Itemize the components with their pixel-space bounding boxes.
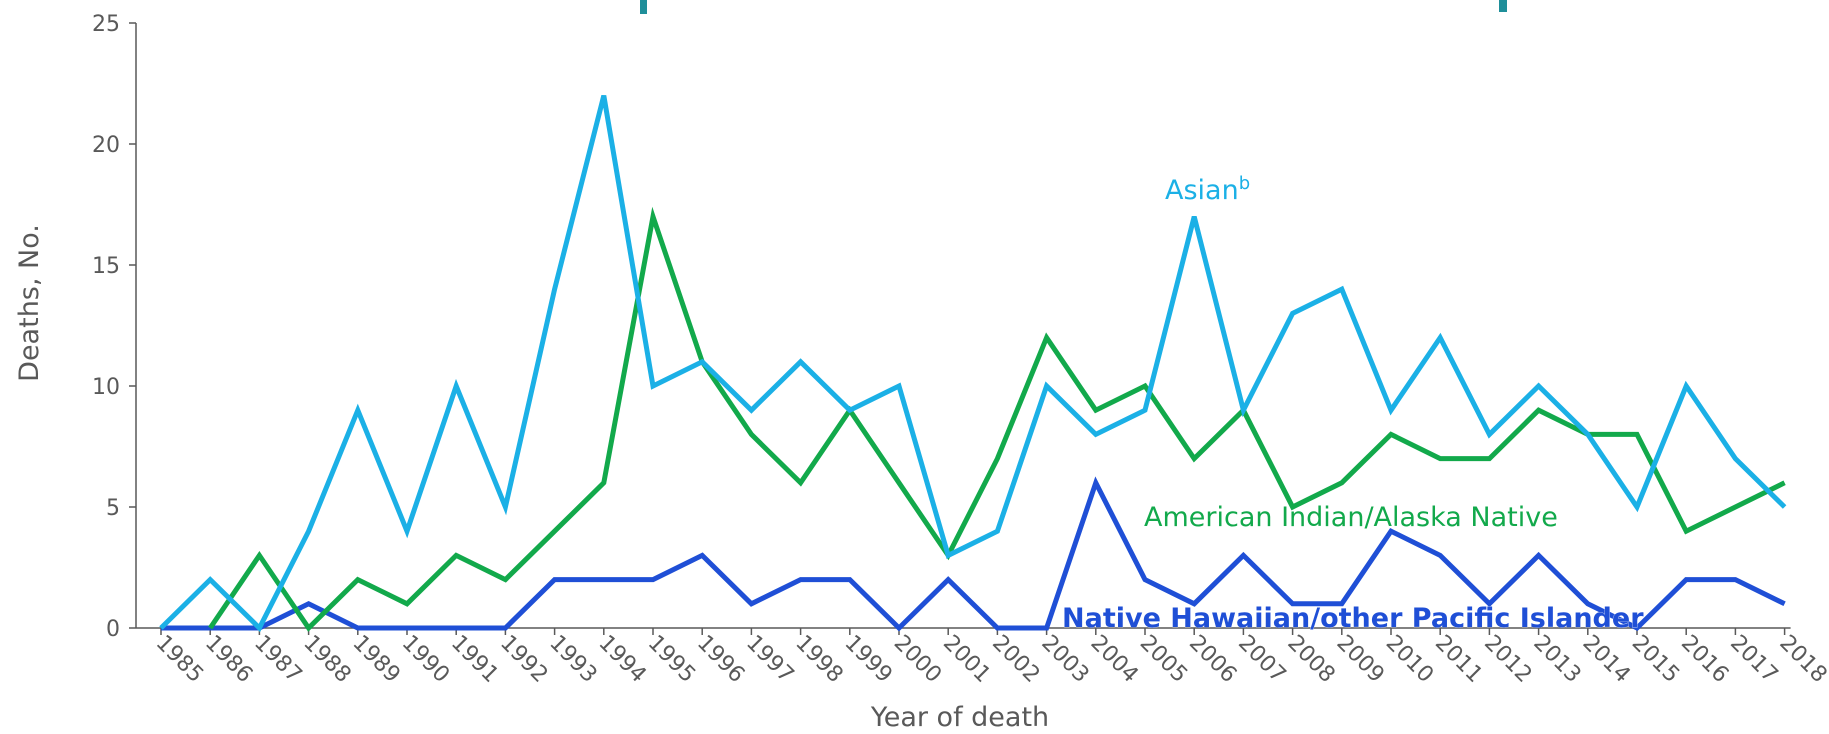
x-tick-label: 2016 — [1676, 631, 1733, 688]
x-tick-label: 1994 — [594, 631, 651, 688]
series-label-text: American Indian/Alaska Native — [1144, 502, 1558, 533]
x-tick-label: 2017 — [1725, 631, 1782, 688]
y-tick-label: 0 — [106, 617, 120, 642]
x-tick-label: 1995 — [643, 631, 700, 688]
x-axis-title: Year of death — [870, 702, 1049, 733]
x-tick-label: 1985 — [151, 631, 208, 688]
x-tick-label: 2014 — [1578, 631, 1635, 688]
series-label-superscript: b — [1239, 173, 1250, 194]
x-tick-label: 1997 — [741, 631, 798, 688]
y-tick-label: 10 — [92, 375, 120, 400]
series-line-native-hawaiian-other-pacific-islander — [161, 476, 1786, 632]
x-tick-label: 1999 — [840, 631, 897, 688]
x-tick-label: 2009 — [1332, 631, 1389, 688]
y-tick-label: 20 — [92, 133, 120, 158]
x-tick-label: 1998 — [790, 631, 847, 688]
x-tick-label: 1988 — [298, 631, 355, 688]
x-tick-label: 2008 — [1282, 631, 1339, 688]
series-line-asian — [159, 94, 1787, 633]
x-tick-label: 1996 — [692, 631, 749, 688]
series-layer — [159, 94, 1787, 633]
x-tick-label: 2015 — [1627, 631, 1684, 688]
x-tick-label: 2003 — [1036, 631, 1093, 688]
x-tick-label: 1992 — [495, 631, 552, 688]
series-label-asian: Asianb — [1165, 173, 1250, 206]
series-label-american-indian-alaska-native: American Indian/Alaska Native — [1144, 502, 1558, 533]
x-tick-label: 2010 — [1381, 631, 1438, 688]
x-tick-label: 1990 — [397, 631, 454, 688]
x-tick-label: 2004 — [1086, 631, 1143, 688]
x-tick-label: 1986 — [200, 631, 257, 688]
series-label-text: Asian — [1165, 175, 1239, 206]
x-tick-label: 1993 — [544, 631, 601, 688]
x-tick-label: 2001 — [938, 631, 995, 688]
x-tick-label: 2006 — [1184, 631, 1241, 688]
x-tick-label: 2007 — [1233, 631, 1290, 688]
title-fragment-mark — [640, 0, 647, 14]
title-fragment-mark — [1499, 0, 1507, 12]
y-tick-label: 5 — [106, 496, 120, 521]
series-labels: Asianb American Indian/Alaska Native Nativ… — [1062, 173, 1645, 634]
x-tick-label: 2011 — [1430, 631, 1487, 688]
y-axis-title: Deaths, No. — [14, 224, 45, 382]
x-tick-label: 2005 — [1135, 631, 1192, 688]
x-tick-label: 2002 — [987, 631, 1044, 688]
x-tick-label: 1991 — [446, 631, 503, 688]
y-tick-label: 25 — [92, 12, 120, 37]
x-tick-label: 2018 — [1774, 631, 1829, 688]
x-tick-label: 2012 — [1479, 631, 1536, 688]
x-tick-label: 1987 — [249, 631, 306, 688]
series-label-text: Native Hawaiian/other Pacific Islander — [1062, 603, 1644, 634]
cropped-title-fragments — [640, 0, 1507, 14]
y-tick-label: 15 — [92, 254, 120, 279]
x-tick-label: 2013 — [1528, 631, 1585, 688]
x-tick-label: 1989 — [348, 631, 405, 688]
x-tick-label: 2000 — [889, 631, 946, 688]
series-label-native-hawaiian-other-pacific-islander: Native Hawaiian/other Pacific Islander — [1062, 603, 1644, 634]
